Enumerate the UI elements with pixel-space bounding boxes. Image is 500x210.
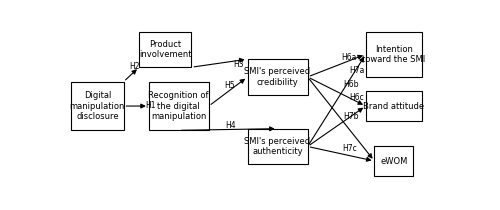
Text: H3: H3 — [234, 60, 244, 69]
Bar — [374, 147, 413, 176]
Bar — [148, 82, 209, 130]
Bar — [71, 82, 124, 130]
Text: Brand attitude: Brand attitude — [363, 102, 424, 110]
Text: H7b: H7b — [344, 112, 359, 121]
Bar — [248, 59, 308, 95]
Text: H7c: H7c — [342, 144, 356, 153]
Text: H6b: H6b — [344, 80, 359, 89]
Bar — [248, 129, 308, 164]
Text: Digital
manipulation
disclosure: Digital manipulation disclosure — [70, 91, 125, 121]
Text: H4: H4 — [226, 121, 236, 130]
Text: Product
involvement: Product involvement — [139, 40, 192, 59]
Bar — [366, 92, 422, 121]
Bar — [366, 32, 422, 77]
Text: H2: H2 — [129, 62, 140, 71]
Bar — [139, 32, 192, 67]
Text: Intention
toward the SMI: Intention toward the SMI — [362, 45, 426, 64]
Text: SMI's perceived
authenticity: SMI's perceived authenticity — [244, 137, 310, 156]
Text: H6c: H6c — [350, 93, 364, 102]
Text: Recognition of
the digital
manipulation: Recognition of the digital manipulation — [148, 91, 209, 121]
Text: H5: H5 — [224, 81, 235, 90]
Text: eWOM: eWOM — [380, 156, 407, 165]
Text: H7a: H7a — [350, 66, 364, 75]
Text: SMI's perceived
credibility: SMI's perceived credibility — [244, 67, 310, 87]
Text: H1: H1 — [146, 101, 156, 110]
Text: H6a: H6a — [342, 53, 357, 62]
